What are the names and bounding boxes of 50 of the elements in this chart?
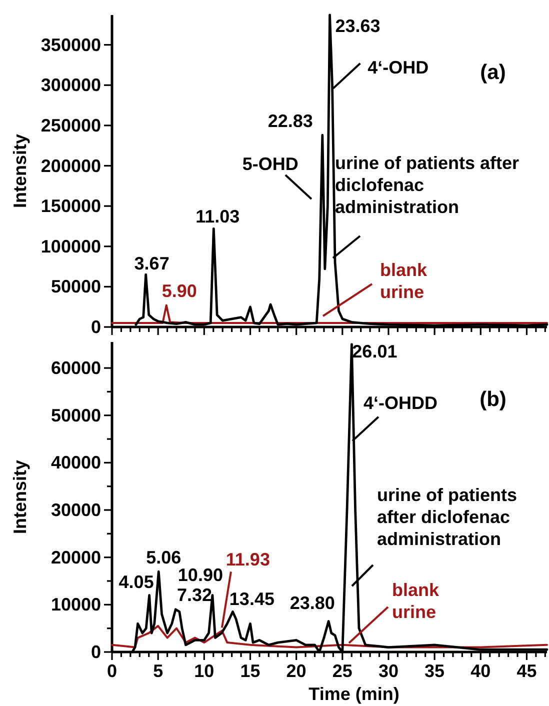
x-tick-label: 45 (516, 661, 537, 681)
annotation: 5-OHD (242, 154, 298, 174)
annotation: 13.45 (229, 588, 274, 609)
x-tick-label: 25 (332, 661, 352, 681)
x-tick-label: 40 (470, 661, 491, 681)
annotation: 4‘-OHDD (363, 392, 438, 413)
y-axis-title: Intensity (10, 460, 30, 534)
annotation: 3.67 (134, 254, 170, 274)
y-tick-label: 350000 (40, 34, 101, 55)
x-tick-label: 0 (106, 661, 118, 681)
y-tick-label: 0 (90, 642, 101, 662)
y-tick-label: 300000 (40, 75, 101, 96)
y-tick-label: 40000 (50, 452, 101, 473)
annotation: 4.05 (118, 572, 154, 592)
annotation: 10.90 (178, 565, 223, 586)
series-label: blank urine (380, 260, 428, 302)
y-tick-label: 0 (90, 317, 101, 337)
x-axis-title: Time (min) (308, 684, 400, 704)
annotation: 23.63 (335, 16, 380, 36)
legend-label: urine of patients after diclofenac administration (335, 153, 520, 217)
annotation: (a) (480, 61, 506, 84)
series-label: urine of patients after diclofenac administration (377, 485, 518, 549)
y-tick-label: 200000 (40, 156, 101, 176)
y-tick-label: 60000 (50, 358, 101, 378)
annotation: 22.83 (268, 111, 313, 132)
x-tick-label: 5 (153, 661, 164, 681)
annotation: 7.32 (176, 584, 212, 605)
x-tick-label: 15 (240, 661, 260, 681)
x-tick-label: 30 (378, 661, 398, 681)
series-label: blank urine (392, 580, 440, 622)
y-tick-label: 50000 (50, 276, 101, 297)
x-tick-label: 20 (286, 661, 306, 681)
annotation: 5.06 (146, 548, 182, 568)
y-tick-label: 100000 (40, 236, 101, 256)
annotation: 4‘-OHD (368, 57, 429, 78)
annotation: 11.93 (226, 550, 270, 570)
y-tick-label: 50000 (50, 405, 101, 426)
x-tick-label: 10 (194, 661, 214, 681)
y-tick-label: 150000 (40, 196, 101, 216)
y-tick-label: 30000 (50, 500, 101, 520)
y-tick-label: 20000 (50, 547, 101, 568)
y-axis-title: Intensity (10, 134, 30, 208)
annotation: (b) (480, 388, 506, 411)
annotation: 11.03 (196, 206, 240, 227)
y-tick-label: 250000 (40, 115, 101, 136)
annotation: 5.90 (162, 281, 197, 302)
annotation: 26.01 (352, 341, 398, 362)
x-tick-label: 35 (424, 661, 445, 681)
annotation: 23.80 (290, 593, 335, 614)
y-tick-label: 10000 (50, 594, 101, 615)
